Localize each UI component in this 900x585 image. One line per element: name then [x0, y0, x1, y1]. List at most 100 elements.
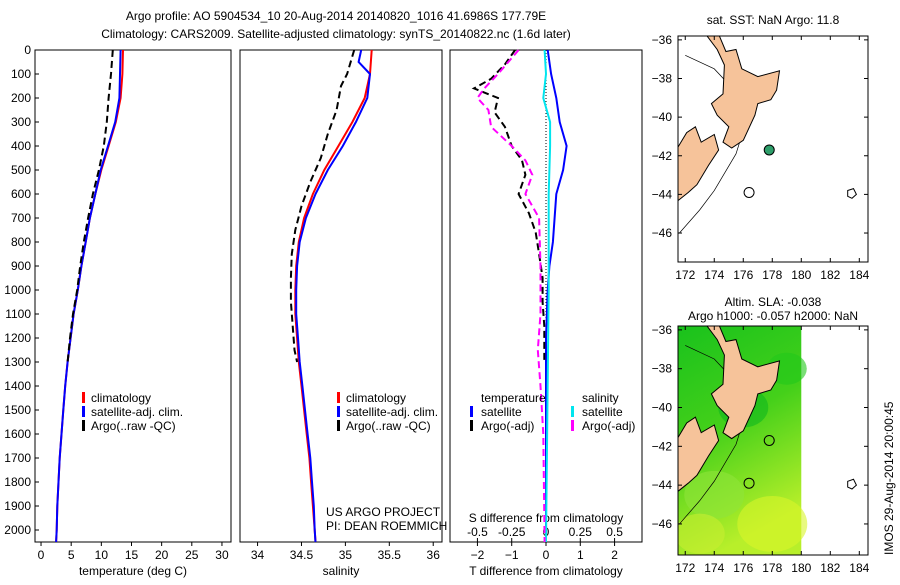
x-tick-label: −1: [505, 548, 519, 562]
map-area: [678, 326, 858, 555]
panel-sla-map: 172 174 176 178 180 182 184 −36 −38 −40 −42 −44 −46 A…: [652, 295, 870, 575]
x-axis-label: salinity: [323, 564, 360, 578]
x-axis-label: temperature (deg C): [79, 564, 187, 578]
lon-tick-label: 182: [820, 268, 840, 282]
series-line: [55, 49, 122, 543]
legend-swatch: [571, 420, 574, 431]
y-tick-label: 1100: [5, 307, 31, 321]
sla-anomaly-patch: [737, 495, 808, 552]
y-tick-label: 1200: [4, 331, 31, 345]
legend-swatch: [470, 406, 473, 417]
y-tick-label: 400: [11, 139, 31, 153]
x-tick-label: 34.5: [290, 548, 314, 562]
legend-header: salinity: [582, 391, 619, 405]
series-line: [295, 49, 372, 543]
y-tick-label: 100: [11, 67, 31, 81]
lat-tick-label: −40: [652, 401, 673, 415]
y-tick-label: 1700: [4, 451, 31, 465]
y-tick-label: 1900: [4, 499, 31, 513]
lon-tick-label: 172: [675, 561, 695, 575]
legend-swatch: [82, 392, 85, 403]
y-tick-label: 900: [11, 259, 31, 273]
x-tick-label: 10: [95, 548, 109, 562]
legend-label: Argo(..raw -QC): [91, 419, 176, 433]
lon-tick-label: 178: [762, 561, 782, 575]
figure-title-line2: Climatology: CARS2009. Satellite-adjuste…: [101, 27, 571, 41]
x-axis-label: T difference from climatology: [469, 564, 623, 578]
lon-tick-label: 180: [791, 561, 811, 575]
lat-tick-label: −40: [652, 110, 673, 124]
x-tick-label: 5: [68, 548, 75, 562]
lon-tick-label: 176: [733, 561, 753, 575]
map-area: [678, 36, 858, 234]
project-line1: US ARGO PROJECT: [326, 505, 441, 519]
legend-swatch: [470, 420, 473, 431]
lat-tick-label: −46: [652, 517, 673, 531]
lat-tick-label: −44: [652, 187, 673, 201]
x-tick-label: 25: [185, 548, 199, 562]
x2-tick-label: -0.25: [498, 525, 526, 539]
lat-tick-label: −36: [652, 33, 673, 47]
lon-tick-label: 174: [704, 268, 724, 282]
legend-swatch: [337, 406, 340, 417]
south-island: [678, 416, 720, 492]
x-tick-label: 20: [155, 548, 169, 562]
lon-tick-label: 180: [791, 268, 811, 282]
x2-tick-label: -0.5: [467, 525, 488, 539]
y-tick-label: 700: [11, 211, 31, 225]
depth-contour: [679, 345, 751, 525]
legend-label: Argo(-adj): [582, 419, 635, 433]
panel-salinity: 34 34.5 35 35.5 36 salinity climatologysatelli…: [239, 49, 443, 578]
x-tick-label: 30: [215, 548, 229, 562]
panel-sst-map: 172 174 176 178 180 182 184 −36 −38 −40 −42 −44 −46 s…: [652, 13, 870, 282]
lon-tick-label: 178: [762, 268, 782, 282]
sla-anomaly-patch: [678, 513, 725, 554]
series-line: [294, 49, 373, 543]
lat-tick-label: −44: [652, 478, 673, 492]
legend-label: satellite-adj. clim.: [91, 405, 183, 419]
series-line: [289, 49, 356, 363]
series-line: [542, 49, 552, 543]
y-tick-label: 600: [11, 187, 31, 201]
y-tick-label: 300: [11, 115, 31, 129]
y-tick-label: 1000: [4, 283, 31, 297]
lon-tick-label: 184: [849, 268, 869, 282]
x-tick-label: 1: [577, 548, 584, 562]
legend-label: climatology: [91, 391, 151, 405]
y-tick-label: 2000: [4, 523, 31, 537]
lon-tick-label: 184: [849, 561, 869, 575]
legend: temperature salinitysatelliteArgo(-adj)sa…: [470, 391, 635, 433]
argo-float-marker: [763, 434, 775, 446]
series-line: [476, 49, 546, 543]
series-line: [545, 49, 568, 542]
legend-swatch: [82, 420, 85, 431]
sla-anomaly-patch: [684, 470, 745, 519]
x-tick-label: 2: [611, 548, 618, 562]
lon-tick-label: 176: [733, 268, 753, 282]
south-island: [678, 126, 720, 202]
legend-swatch: [571, 406, 574, 417]
x-tick-label: 35: [339, 548, 353, 562]
legend-swatch: [337, 420, 340, 431]
depth-contour: [679, 54, 751, 234]
x-tick-label: 35.5: [378, 548, 402, 562]
chatham-islands: [847, 187, 858, 199]
lon-tick-label: 172: [675, 268, 695, 282]
y-tick-label: 1300: [4, 355, 31, 369]
y-tick-label: 0: [24, 43, 31, 57]
x-tick-label: 0: [543, 548, 550, 562]
x-tick-label: 34: [251, 548, 265, 562]
y-tick-label: 1400: [4, 379, 31, 393]
lat-tick-label: −42: [652, 149, 673, 163]
lat-tick-label: −42: [652, 439, 673, 453]
legend-swatch: [82, 406, 85, 417]
map-frame: [677, 35, 869, 263]
figure-title-line1: Argo profile: AO 5904534_10 20-Aug-2014 …: [126, 9, 546, 23]
map-title: sat. SST: NaN Argo: 11.8: [707, 13, 840, 27]
north-island: [706, 326, 781, 440]
y-tick-label: 800: [11, 235, 31, 249]
series-line: [66, 49, 114, 363]
y-tick-label: 200: [11, 91, 31, 105]
